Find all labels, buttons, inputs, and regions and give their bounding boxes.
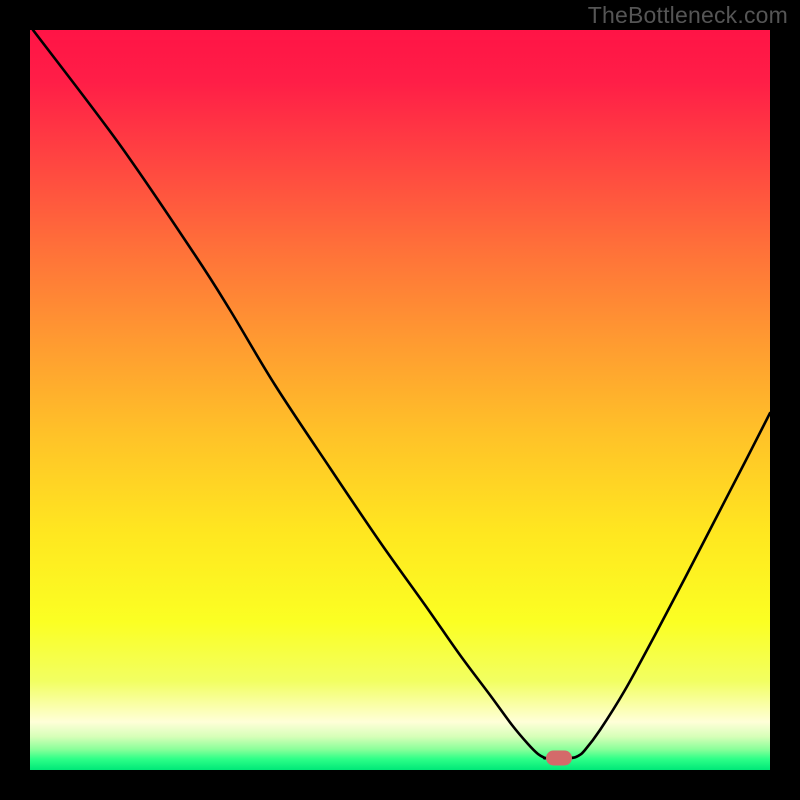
optimal-point-marker	[546, 751, 572, 766]
bottleneck-curve	[30, 30, 770, 770]
watermark-text: TheBottleneck.com	[588, 2, 788, 29]
plot-area	[30, 30, 770, 770]
